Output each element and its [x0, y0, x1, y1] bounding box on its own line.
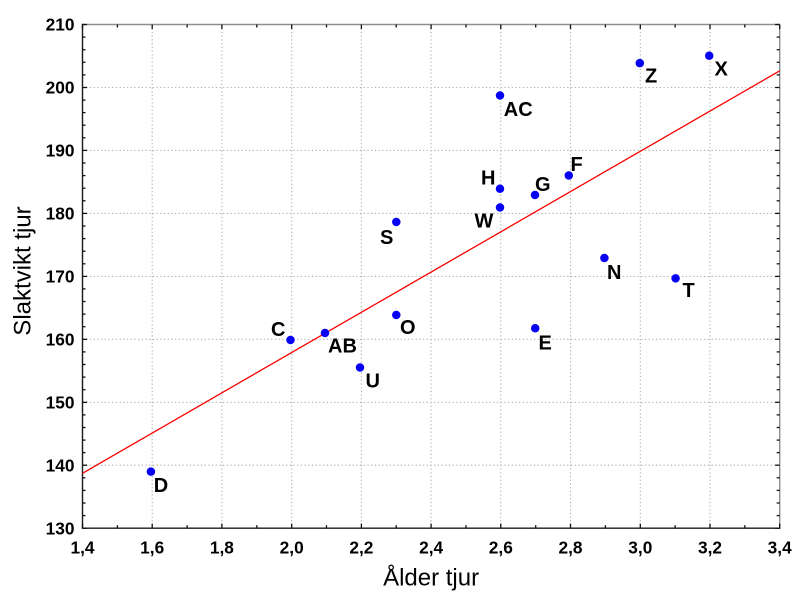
svg-text:F: F [571, 154, 583, 176]
svg-text:G: G [535, 174, 551, 196]
svg-text:2,4: 2,4 [419, 538, 443, 558]
svg-text:200: 200 [46, 78, 75, 98]
svg-text:2,6: 2,6 [489, 538, 513, 558]
svg-text:Ålder tjur: Ålder tjur [383, 564, 479, 592]
svg-text:210: 210 [46, 15, 75, 35]
svg-text:X: X [715, 59, 729, 81]
svg-text:H: H [481, 168, 495, 190]
svg-text:D: D [154, 475, 168, 497]
svg-text:190: 190 [46, 141, 75, 161]
svg-text:E: E [539, 333, 552, 355]
svg-text:C: C [271, 319, 285, 341]
svg-text:N: N [607, 262, 621, 284]
svg-text:2,8: 2,8 [558, 538, 582, 558]
svg-text:Slaktvikt tjur: Slaktvikt tjur [10, 206, 37, 335]
svg-text:130: 130 [46, 518, 75, 538]
svg-text:1,6: 1,6 [140, 538, 164, 558]
svg-text:3,2: 3,2 [698, 538, 722, 558]
svg-text:T: T [683, 280, 695, 302]
svg-text:1,8: 1,8 [210, 538, 234, 558]
svg-text:O: O [400, 317, 416, 339]
svg-text:AB: AB [328, 336, 357, 358]
svg-text:3,4: 3,4 [768, 538, 792, 558]
svg-text:S: S [380, 227, 393, 249]
svg-text:2,2: 2,2 [349, 538, 373, 558]
svg-text:U: U [366, 371, 380, 393]
svg-text:W: W [475, 211, 494, 233]
svg-text:160: 160 [46, 330, 75, 350]
svg-text:150: 150 [46, 393, 75, 413]
svg-text:Z: Z [645, 66, 657, 88]
svg-text:3,0: 3,0 [628, 538, 652, 558]
svg-text:180: 180 [46, 204, 75, 224]
svg-text:AC: AC [504, 99, 533, 121]
svg-text:170: 170 [46, 267, 75, 287]
svg-text:2,0: 2,0 [280, 538, 304, 558]
svg-text:140: 140 [46, 455, 75, 475]
svg-text:1,4: 1,4 [70, 538, 94, 558]
